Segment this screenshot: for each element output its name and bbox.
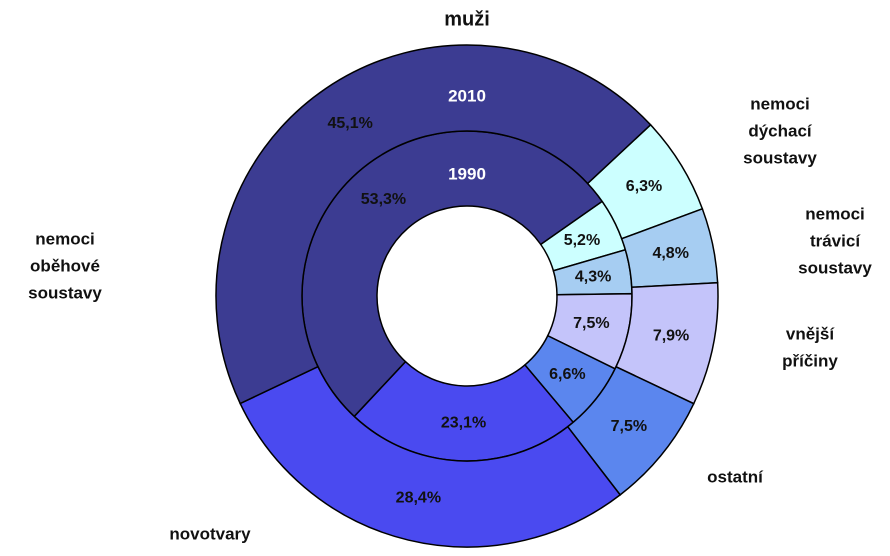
category-label: dýchací [748, 121, 813, 140]
value-label: 7,5% [573, 315, 609, 332]
value-label: 7,9% [653, 328, 689, 345]
category-label: příčiny [782, 351, 838, 370]
value-label: 53,3% [361, 191, 406, 208]
ring-label: 1990 [448, 164, 486, 183]
value-label: 6,3% [626, 178, 662, 195]
category-label: novotvary [169, 524, 251, 543]
donut-segment [239, 365, 622, 548]
chart-title: muži [444, 8, 490, 30]
value-label: 23,1% [441, 415, 486, 432]
category-label: trávicí [810, 231, 861, 250]
value-label: 6,6% [549, 366, 585, 383]
category-label: nemoci [805, 204, 865, 223]
category-label: soustavy [28, 283, 102, 302]
value-label: 4,3% [575, 268, 611, 285]
value-label: 4,8% [652, 245, 688, 262]
category-label: vnější [786, 324, 835, 343]
donut-segment [215, 44, 652, 405]
value-label: 45,1% [327, 115, 372, 132]
value-label: 28,4% [396, 489, 441, 506]
ring-label: 2010 [448, 86, 486, 105]
category-label: oběhové [30, 256, 100, 275]
value-label: 5,2% [564, 232, 600, 249]
value-label: 7,5% [611, 418, 647, 435]
category-label: nemoci [35, 229, 95, 248]
category-label: nemoci [750, 94, 810, 113]
category-label: soustavy [798, 258, 872, 277]
category-label: soustavy [743, 148, 817, 167]
category-label: ostatní [707, 467, 764, 486]
